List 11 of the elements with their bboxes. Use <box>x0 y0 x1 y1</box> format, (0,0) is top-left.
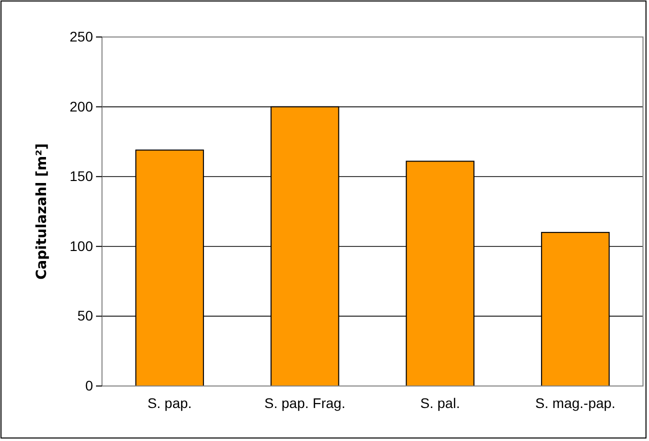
y-tick-label: 150 <box>70 168 94 184</box>
y-axis-title: Capitulazahl [m²] <box>34 143 50 280</box>
y-tick-label: 0 <box>85 377 94 394</box>
y-tick-label: 50 <box>77 308 94 324</box>
y-tick-label: 200 <box>70 98 94 114</box>
x-tick-label: S. pap. <box>147 394 192 411</box>
y-tick-label: 250 <box>70 28 94 44</box>
y-tick-label: 100 <box>70 238 94 254</box>
x-tick-label: S. mag.-pap. <box>535 394 616 411</box>
x-tick-label: S. pal. <box>420 394 460 411</box>
x-tick-label: S. pap. Frag. <box>264 394 346 411</box>
